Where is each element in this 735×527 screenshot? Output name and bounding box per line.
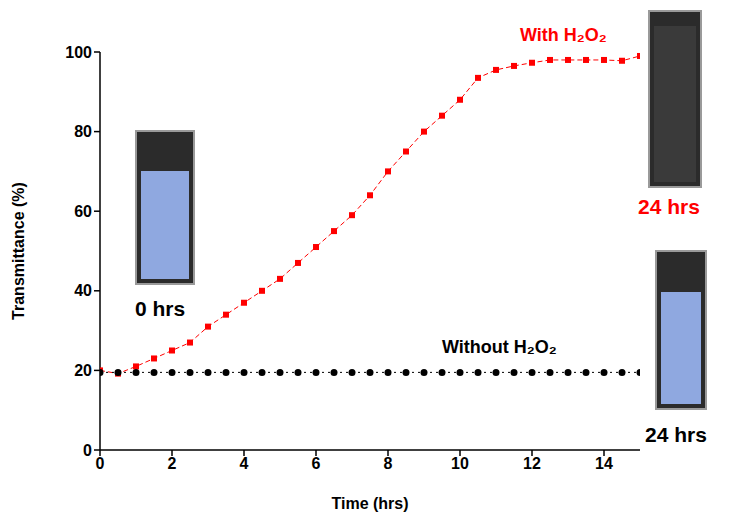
svg-text:12: 12 [523,455,541,472]
svg-text:60: 60 [74,203,92,220]
svg-text:Transmittance (%): Transmittance (%) [10,182,27,320]
svg-text:6: 6 [312,455,321,472]
html-text:With H₂O₂: With H₂O₂ [520,25,607,45]
svg-text:8: 8 [384,455,393,472]
html-text:Without H₂O₂: Without H₂O₂ [442,337,557,357]
svg-text:10: 10 [451,455,469,472]
svg-text:0: 0 [83,442,92,459]
svg-text:100: 100 [65,44,92,61]
html-text:24 hrs: 24 hrs [638,195,700,218]
html-text:0 hrs: 0 hrs [135,297,186,320]
svg-text:14: 14 [595,455,613,472]
html-text:24 hrs: 24 hrs [645,423,707,446]
svg-text:Time (hrs): Time (hrs) [331,495,408,512]
svg-text:4: 4 [240,455,249,472]
svg-text:40: 40 [74,282,92,299]
svg-text:20: 20 [74,362,92,379]
svg-text:2: 2 [168,455,177,472]
svg-text:80: 80 [74,123,92,140]
svg-text:0: 0 [96,455,105,472]
